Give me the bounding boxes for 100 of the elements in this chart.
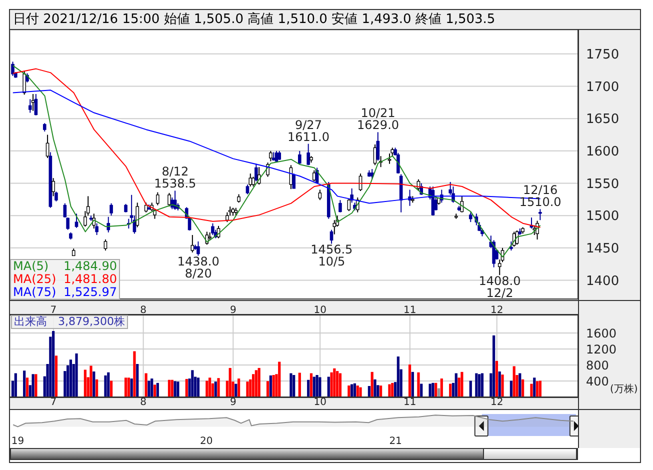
candlestick bbox=[95, 222, 98, 236]
candlestick bbox=[54, 191, 58, 202]
bar bbox=[388, 384, 391, 397]
bar bbox=[104, 375, 107, 397]
chart-title: 出来高 3,879,300株 bbox=[11, 315, 128, 329]
x-tick-label: 8 bbox=[140, 305, 146, 316]
bar bbox=[348, 386, 350, 397]
bar bbox=[533, 378, 536, 397]
x-tick-label: 7 bbox=[50, 305, 57, 316]
candlestick bbox=[74, 213, 78, 228]
bar bbox=[350, 384, 354, 397]
bar bbox=[246, 382, 249, 397]
x-tick-label: 19 bbox=[11, 436, 24, 448]
bar bbox=[510, 380, 513, 397]
annotation: 12/16 1510.0 bbox=[519, 183, 562, 210]
bar bbox=[92, 371, 96, 397]
bar bbox=[75, 353, 78, 397]
candlestick bbox=[46, 134, 50, 159]
candlestick bbox=[370, 168, 374, 180]
bar bbox=[437, 388, 440, 397]
bar bbox=[521, 379, 524, 397]
bar bbox=[278, 362, 281, 397]
candlestick bbox=[492, 240, 496, 268]
x2-tick-label: 8 bbox=[140, 397, 146, 408]
y-tick-label: 1750 bbox=[586, 48, 620, 63]
bar bbox=[333, 368, 336, 397]
candlestick bbox=[330, 229, 334, 244]
candlestick bbox=[110, 202, 113, 216]
bar bbox=[217, 378, 220, 397]
bar bbox=[330, 372, 333, 397]
bar bbox=[156, 382, 159, 397]
bar bbox=[420, 384, 423, 397]
y-tick-label: 1600 bbox=[586, 144, 620, 160]
bar bbox=[196, 378, 200, 397]
bar bbox=[480, 373, 484, 397]
bar bbox=[475, 373, 478, 397]
bar bbox=[307, 380, 310, 397]
bar bbox=[32, 374, 34, 397]
candlestick bbox=[144, 202, 148, 213]
bar bbox=[272, 375, 275, 397]
bar bbox=[234, 384, 238, 397]
bar bbox=[258, 368, 260, 397]
x2-tick-label: 12 bbox=[490, 397, 504, 408]
bar bbox=[338, 373, 342, 397]
candlestick bbox=[278, 150, 282, 160]
bar bbox=[353, 383, 356, 397]
candlestick bbox=[28, 98, 32, 114]
bar bbox=[191, 370, 194, 397]
candlestick bbox=[468, 212, 472, 223]
annotation: 1456.5 10/5 bbox=[310, 242, 353, 269]
bar bbox=[478, 374, 481, 397]
y-tick-label: 400 bbox=[586, 374, 609, 388]
candlestick bbox=[252, 176, 255, 187]
bar bbox=[34, 374, 38, 397]
bar bbox=[206, 380, 208, 397]
bar bbox=[185, 378, 188, 397]
annotation: 1,525.97 bbox=[64, 285, 117, 299]
y-tick-label: 1200 bbox=[586, 342, 617, 356]
bar bbox=[150, 378, 154, 397]
bar bbox=[370, 372, 374, 397]
candlestick bbox=[168, 192, 171, 208]
bar bbox=[432, 382, 434, 397]
x2-tick-label: 11 bbox=[404, 397, 416, 408]
bar bbox=[460, 372, 464, 397]
bar bbox=[396, 356, 400, 397]
candlestick bbox=[104, 239, 108, 251]
bar bbox=[144, 373, 148, 397]
bar bbox=[316, 375, 318, 397]
candlestick bbox=[350, 188, 354, 204]
bar bbox=[124, 378, 128, 397]
bar bbox=[492, 335, 496, 397]
bar bbox=[434, 382, 438, 397]
candlestick bbox=[510, 240, 513, 251]
candlestick bbox=[11, 61, 14, 76]
text: MA(75) bbox=[13, 285, 56, 299]
bar bbox=[23, 370, 26, 397]
x-tick-label: 20 bbox=[200, 436, 213, 448]
candlestick bbox=[136, 202, 140, 228]
candlestick bbox=[22, 70, 26, 96]
bar bbox=[408, 364, 412, 397]
annotation: 10/21 1629.0 bbox=[357, 106, 400, 132]
y-tick-label: 1650 bbox=[586, 112, 620, 128]
candlestick bbox=[196, 240, 200, 256]
bar bbox=[214, 382, 217, 397]
bar bbox=[318, 377, 322, 397]
candlestick bbox=[34, 94, 38, 116]
bar bbox=[449, 384, 452, 397]
bar bbox=[298, 372, 301, 397]
bar bbox=[374, 379, 376, 397]
bar bbox=[538, 380, 542, 397]
text: MA(25) bbox=[13, 272, 56, 286]
candlestick bbox=[312, 170, 316, 182]
bar bbox=[90, 366, 92, 397]
chart-title: 日付 2021/12/16 15:00 始値 1,505.0 高値 1,510.0 安値 1,493.0 終値 1,503.5 bbox=[10, 10, 640, 30]
y-tick-label: 800 bbox=[586, 358, 609, 372]
candlestick bbox=[211, 222, 214, 236]
bar bbox=[54, 356, 58, 397]
x-tick-label: 10 bbox=[314, 305, 326, 316]
bar bbox=[379, 386, 382, 397]
x2-tick-label: 10 bbox=[314, 397, 326, 408]
